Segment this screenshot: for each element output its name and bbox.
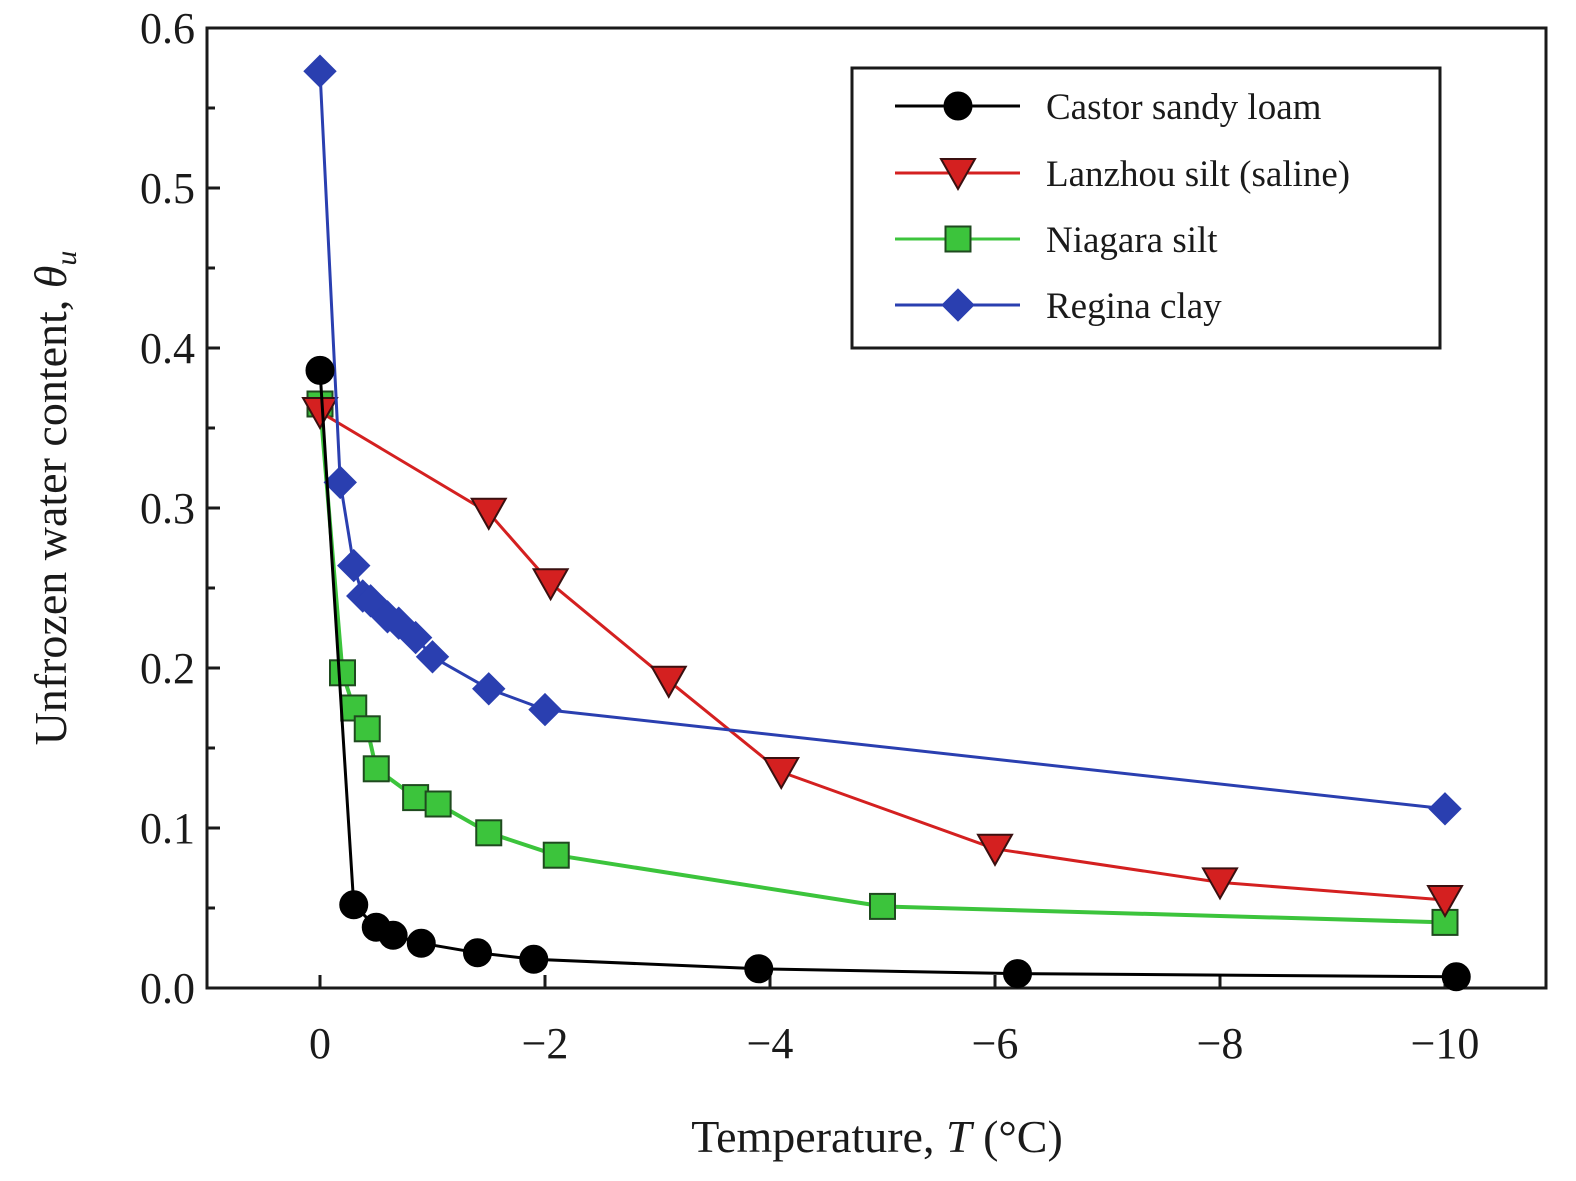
data-point <box>869 892 896 920</box>
data-point <box>301 397 339 431</box>
legend: Castor sandy loam Lanzhou silt (saline) Ni… <box>850 66 1442 350</box>
data-point <box>1201 867 1239 901</box>
data-point <box>1428 792 1462 826</box>
data-point <box>415 640 450 674</box>
x-tick-label: −10 <box>1411 1019 1480 1068</box>
data-point <box>402 784 430 812</box>
data-point <box>323 465 357 500</box>
data-point <box>528 692 562 727</box>
data-point <box>398 620 433 655</box>
data-point <box>303 54 337 88</box>
y-tick-label: 0.0 <box>140 964 195 1013</box>
legend-label: Regina clay <box>1046 286 1222 327</box>
x-axis-label-variable: T <box>946 1111 975 1162</box>
x-tick-label: 0 <box>309 1019 331 1068</box>
y-tick-label: 0.4 <box>140 324 195 373</box>
data-point <box>470 497 508 531</box>
data-point <box>424 790 452 818</box>
legend-entry: Castor sandy loam <box>895 87 1322 128</box>
x-tick-label: −8 <box>1197 1019 1244 1068</box>
legend-marker <box>941 288 975 322</box>
x-axis-label-text: Temperature, <box>691 1111 946 1162</box>
data-point <box>519 944 549 974</box>
y-tick-label: 0.3 <box>140 484 195 533</box>
legend-marker <box>943 91 973 121</box>
legend-marker <box>939 158 977 192</box>
data-point <box>1426 885 1464 919</box>
data-point <box>976 833 1014 867</box>
data-point <box>475 819 503 847</box>
data-point <box>362 755 390 783</box>
series-lanzhou-silt-saline <box>301 397 1464 919</box>
legend-entry: Niagara silt <box>895 220 1218 261</box>
data-point <box>542 841 570 869</box>
data-point <box>305 355 335 385</box>
legend-label: Castor sandy loam <box>1046 87 1322 128</box>
series-layer <box>301 54 1471 992</box>
data-point <box>353 715 381 743</box>
data-point <box>329 659 356 687</box>
y-axis: 0.0 0.1 0.2 0.3 0.4 0.5 0.6 <box>140 4 220 1013</box>
legend-label: Lanzhou silt (saline) <box>1046 154 1350 195</box>
data-point <box>353 584 388 618</box>
data-point <box>406 928 436 958</box>
x-axis-label-unit: (°C) <box>972 1111 1063 1162</box>
data-point <box>463 938 492 968</box>
x-tick-label: −6 <box>972 1019 1019 1068</box>
series-line <box>319 410 1446 902</box>
y-axis-label-subscript: u <box>50 251 83 266</box>
x-axis: 0 −2 −4 −6 −8 −10 <box>309 975 1479 1068</box>
y-tick-label: 0.5 <box>140 164 195 213</box>
data-point <box>339 890 369 920</box>
y-axis-label-variable: θ <box>25 266 76 289</box>
legend-entry: Regina clay <box>895 286 1222 327</box>
legend-marker <box>944 225 972 253</box>
data-point <box>1441 962 1471 992</box>
data-point <box>531 568 570 602</box>
series-castor-sandy-loam <box>305 355 1471 992</box>
y-axis-label-text: Unfrozen water content, <box>25 288 76 745</box>
data-point <box>472 672 506 706</box>
legend-label: Niagara silt <box>1046 220 1218 261</box>
x-tick-label: −4 <box>747 1019 794 1068</box>
y-tick-label: 0.2 <box>140 644 195 693</box>
legend-entry: Lanzhou silt (saline) <box>895 154 1350 195</box>
data-point <box>650 665 688 699</box>
x-axis-label: Temperature, T (°C) <box>691 1111 1063 1162</box>
series-line <box>318 370 1457 979</box>
data-point <box>337 548 371 583</box>
y-tick-label: 0.1 <box>140 804 195 853</box>
data-point <box>378 920 408 950</box>
series-niagara-silt <box>306 390 1459 936</box>
series-regina-clay <box>303 54 1462 826</box>
y-axis-label: Unfrozen water content, θu <box>25 251 83 746</box>
data-point <box>1003 959 1032 989</box>
data-point <box>744 954 774 984</box>
x-tick-label: −2 <box>522 1019 569 1068</box>
data-point <box>762 757 800 791</box>
y-tick-label: 0.6 <box>140 4 195 53</box>
